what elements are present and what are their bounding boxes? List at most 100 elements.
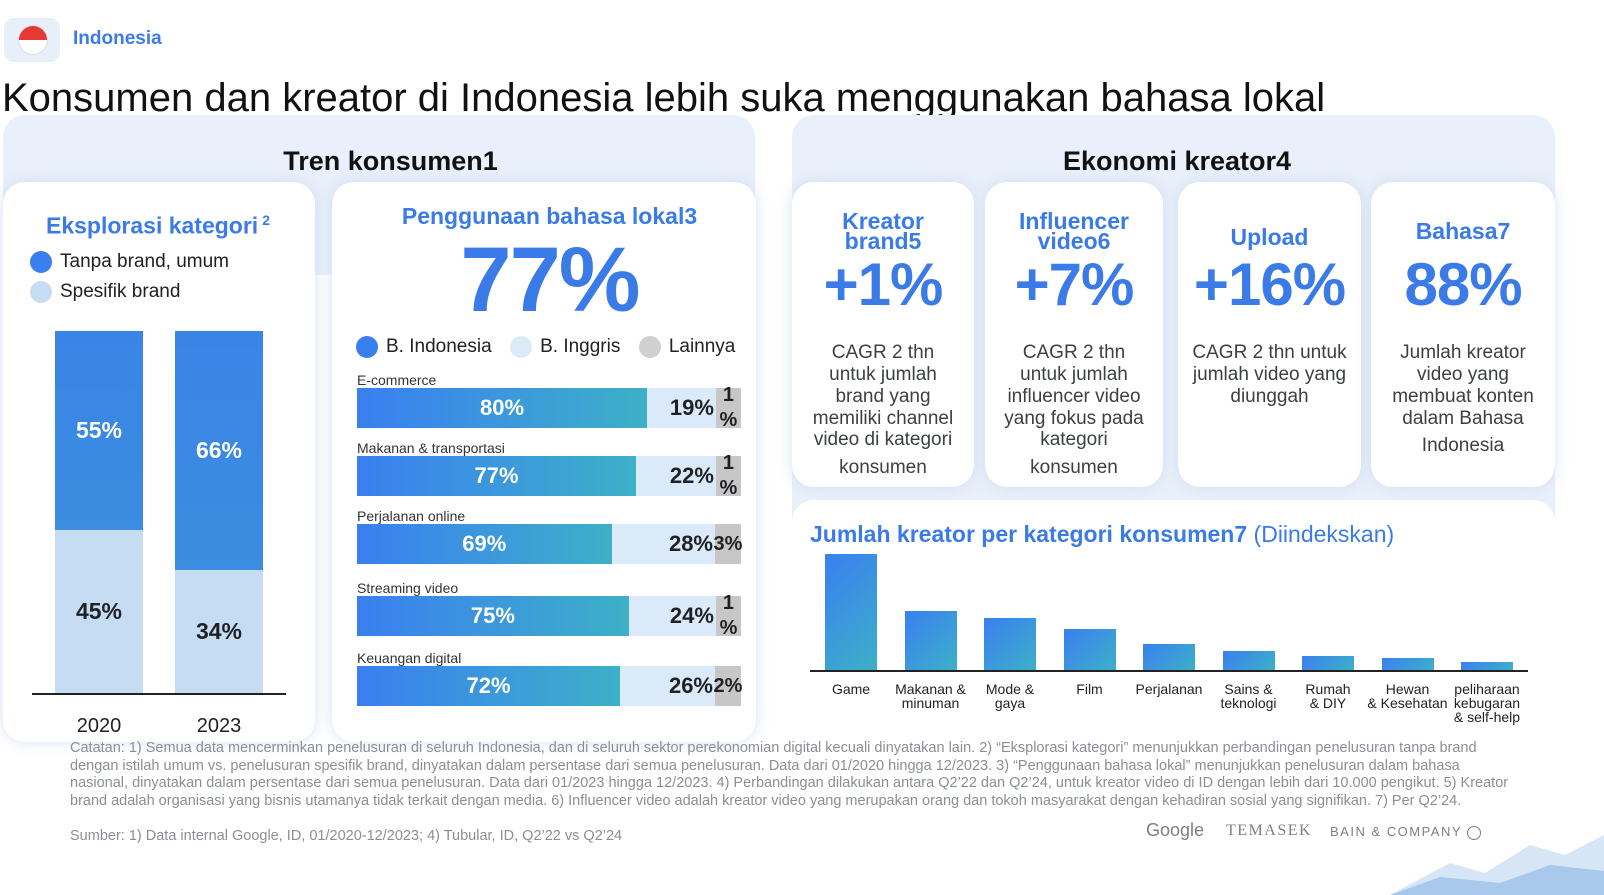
kpi-title-line: Bahasa7 xyxy=(1415,218,1511,244)
bar-segment-brand: 45% xyxy=(55,530,143,693)
category-bar xyxy=(1143,644,1195,670)
kpi-card: Bahasa7 88% Jumlah kreator video yang memb… xyxy=(1371,182,1555,487)
hbar-segment-other: 1 % xyxy=(715,452,741,499)
tick-label-line: minuman xyxy=(901,695,960,711)
kpi-title-line: video6 xyxy=(1037,227,1111,254)
stacked-bar: 55% 45% xyxy=(55,331,143,693)
category-bar xyxy=(1381,658,1434,670)
tick-label-line: & DIY xyxy=(1309,695,1347,711)
legend-swatch-indonesia xyxy=(356,336,378,358)
category-label: Keuangan digital xyxy=(357,650,462,666)
temasek-logo: TEMASEK xyxy=(1226,822,1313,839)
bar-segment-brand: 34% xyxy=(175,569,263,693)
tick-label-line: Game xyxy=(831,681,871,697)
category-label: Makanan & transportasi xyxy=(357,440,505,456)
category-bar xyxy=(1063,629,1116,670)
category-label: E-commerce xyxy=(357,372,437,388)
tick-label-line: Sains & xyxy=(1224,681,1273,697)
category-tick-label: Hewan & Kesehatan xyxy=(1363,682,1453,710)
bar-segment-generic: 55% xyxy=(55,331,143,531)
stacked-hbar: 80% 19% 1 % xyxy=(357,384,741,431)
category-label: Streaming video xyxy=(357,580,459,596)
hbar-segment-indonesia: 75% xyxy=(357,596,629,636)
google-logo: Google xyxy=(1146,820,1205,840)
page-title: Konsumen dan kreator di Indonesia lebih … xyxy=(2,76,1326,120)
category-tick-label: peliharaan kebugaran & self-help xyxy=(1442,682,1532,724)
x-axis-line xyxy=(810,670,1528,672)
hbar-segment-other: 2% xyxy=(714,666,742,706)
language-legend: B. Indonesia B. Inggris Lainnya xyxy=(356,336,735,358)
kpi-title-line: brand5 xyxy=(844,227,922,254)
hbar-segment-indonesia: 72% xyxy=(357,666,620,706)
category-bar xyxy=(825,554,877,670)
country-label: Indonesia xyxy=(73,28,162,49)
category-bar xyxy=(1461,661,1513,670)
stacked-hbar: 72% 26% 2% xyxy=(357,666,742,706)
language-big-value: 77% xyxy=(460,229,640,331)
x-axis-line xyxy=(32,693,286,695)
category-tick-label: Sains & teknologi xyxy=(1204,682,1294,710)
tick-label-line: & self-help xyxy=(1453,709,1521,725)
kpi-card: Upload +16% CAGR 2 thn untuk jumlah video … xyxy=(1178,182,1361,487)
tick-label-line: gaya xyxy=(994,695,1026,711)
stacked-bar: 66% 34% xyxy=(175,331,263,693)
legend-swatch-other xyxy=(638,336,661,358)
kpi-title-line: Influencer xyxy=(1019,208,1129,234)
mountain-decoration-icon xyxy=(1390,835,1604,895)
kpi-title: Upload xyxy=(1178,226,1361,248)
category-chart-heading: Jumlah kreator per kategori konsumen7 (D… xyxy=(810,521,1394,548)
kpi-title-line: Kreator xyxy=(842,208,924,234)
legend-item-generic: Tanpa brand, umum xyxy=(30,251,229,273)
kpi-card: Influencer video6 +7% CAGR 2 thn untuk juml… xyxy=(985,182,1163,487)
tick-label-line: teknologi xyxy=(1220,695,1277,711)
kpi-title: Influencer video6 xyxy=(985,208,1163,254)
x-tick-label: 2020 xyxy=(76,715,122,737)
tick-label-line: & Kesehatan xyxy=(1367,695,1448,711)
category-bar xyxy=(904,610,957,670)
hbar-segment-english: 28% xyxy=(611,524,715,564)
tick-label-line: Film xyxy=(1076,681,1103,697)
stacked-hbar: 77% 22% 1 % xyxy=(357,452,741,499)
category-tick-label: Rumah & DIY xyxy=(1283,682,1373,710)
legend-item-brand: Spesifik brand xyxy=(30,281,180,303)
source-note: Sumber: 1) Data internal Google, ID, 01/… xyxy=(70,828,623,844)
kpi-description: CAGR 2 thn untuk jumlah brand yang memil… xyxy=(806,342,960,479)
kpi-title: Kreator brand5 xyxy=(792,208,974,254)
kpi-description-last: konsumen xyxy=(1030,457,1118,479)
hbar-segment-indonesia: 77% xyxy=(357,456,637,496)
bain-logo: BAIN & COMPANY xyxy=(1330,824,1481,840)
category-tick-label: Makanan & minuman xyxy=(886,682,976,710)
exploration-title: Eksplorasi kategori 2 xyxy=(46,212,270,239)
kpi-description-last: Indonesia xyxy=(1421,435,1505,457)
hbar-segment-indonesia: 80% xyxy=(357,388,647,428)
kpi-card: Kreator brand5 +1% CAGR 2 thn untuk jumlah … xyxy=(792,182,974,487)
category-bar xyxy=(1302,656,1354,670)
kpi-description: Jumlah kreator video yang membuat konten… xyxy=(1385,342,1541,457)
hbar-segment-english: 22% xyxy=(636,456,716,496)
hbar-segment-indonesia: 69% xyxy=(357,524,612,564)
bain-mark-icon xyxy=(1466,825,1481,840)
category-label: Perjalanan online xyxy=(357,508,466,524)
kpi-value: 88% xyxy=(1404,251,1522,318)
tick-label-line: Makanan & xyxy=(895,681,966,697)
kpi-value: +1% xyxy=(823,251,944,318)
kpi-description-last: konsumen xyxy=(839,457,927,479)
footnotes: Catatan: 1) Semua data mencerminkan pene… xyxy=(70,740,1509,810)
bar-segment-generic: 66% xyxy=(175,331,263,570)
category-tick-label: Film xyxy=(1045,682,1135,696)
tick-label-line: Hewan xyxy=(1385,681,1430,697)
category-tick-label: Mode & gaya xyxy=(965,682,1055,710)
category-bar xyxy=(1222,651,1275,670)
category-tick-label: Game xyxy=(806,682,896,696)
hbar-segment-english: 19% xyxy=(646,388,716,428)
consumer-section-title: Tren konsumen1 xyxy=(283,146,498,176)
hbar-segment-other: 3% xyxy=(714,524,742,564)
kpi-description: CAGR 2 thn untuk jumlah video yang diung… xyxy=(1192,342,1347,407)
kpi-title: Bahasa7 xyxy=(1371,218,1555,244)
kpi-value: +16% xyxy=(1193,251,1346,318)
tick-label-line: Rumah xyxy=(1305,681,1351,697)
kpi-value: +7% xyxy=(1014,251,1135,318)
hbar-segment-english: 26% xyxy=(619,666,715,706)
hbar-segment-other: 1 % xyxy=(715,592,741,639)
hbar-segment-english: 24% xyxy=(628,596,716,636)
